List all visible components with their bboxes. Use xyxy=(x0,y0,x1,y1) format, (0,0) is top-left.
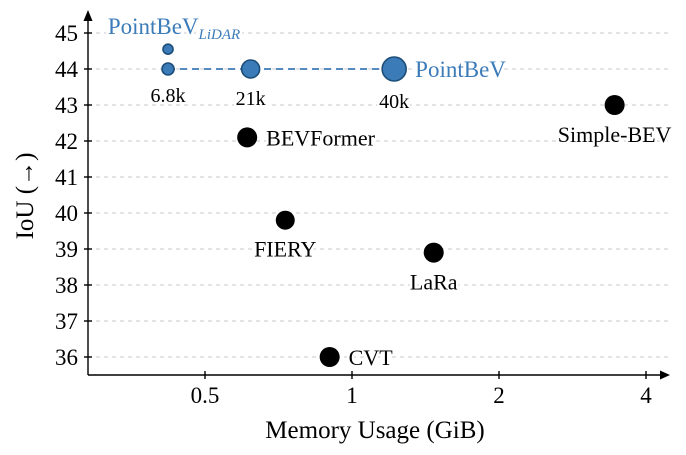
y-tick-label-41: 41 xyxy=(55,165,78,190)
x-tick-label-1: 1 xyxy=(346,383,358,408)
point-lara xyxy=(423,242,444,263)
y-tick-label-44: 44 xyxy=(55,57,79,82)
y-axis-title: IoU (→) xyxy=(12,152,39,240)
x-axis-arrow-icon xyxy=(660,370,670,380)
point-pointbev-lidar xyxy=(162,43,174,56)
y-tick-label-43: 43 xyxy=(55,93,78,118)
label-40k: 40k xyxy=(379,91,409,113)
y-tick-label-37: 37 xyxy=(55,309,78,334)
point-bevformer xyxy=(237,127,258,148)
label-simple-bev: Simple-BEV xyxy=(558,122,672,147)
label-21k: 21k xyxy=(236,88,266,110)
x-axis-title: Memory Usage (GiB) xyxy=(265,417,485,444)
y-tick-label-40: 40 xyxy=(55,201,78,226)
label-pointbev: PointBeV xyxy=(415,57,506,82)
label-pointbev-lidar: PointBeVLiDAR xyxy=(108,14,240,43)
point-simple-bev xyxy=(604,95,625,115)
point-21k xyxy=(240,59,261,79)
point-6-8k xyxy=(161,62,175,76)
y-axis-arrow-icon xyxy=(83,10,93,21)
y-tick-label-42: 42 xyxy=(55,129,78,154)
label-lara: LaRa xyxy=(410,270,458,295)
label-bevformer: BEVFormer xyxy=(266,125,375,150)
x-tick-label-4: 4 xyxy=(640,383,652,408)
point-fiery xyxy=(275,210,295,230)
y-tick-label-36: 36 xyxy=(55,345,78,370)
y-tick-label-45: 45 xyxy=(55,21,78,46)
y-tick-label-38: 38 xyxy=(55,273,78,298)
label-cvt: CVT xyxy=(349,345,394,370)
label-fiery: FIERY xyxy=(254,237,316,262)
point-40k xyxy=(381,56,407,82)
x-tick-label-0-5: 0.5 xyxy=(191,383,220,408)
y-tick-label-39: 39 xyxy=(55,237,78,262)
x-tick-label-2: 2 xyxy=(493,383,505,408)
point-cvt xyxy=(319,347,340,367)
label-6-8k: 6.8k xyxy=(151,85,186,107)
